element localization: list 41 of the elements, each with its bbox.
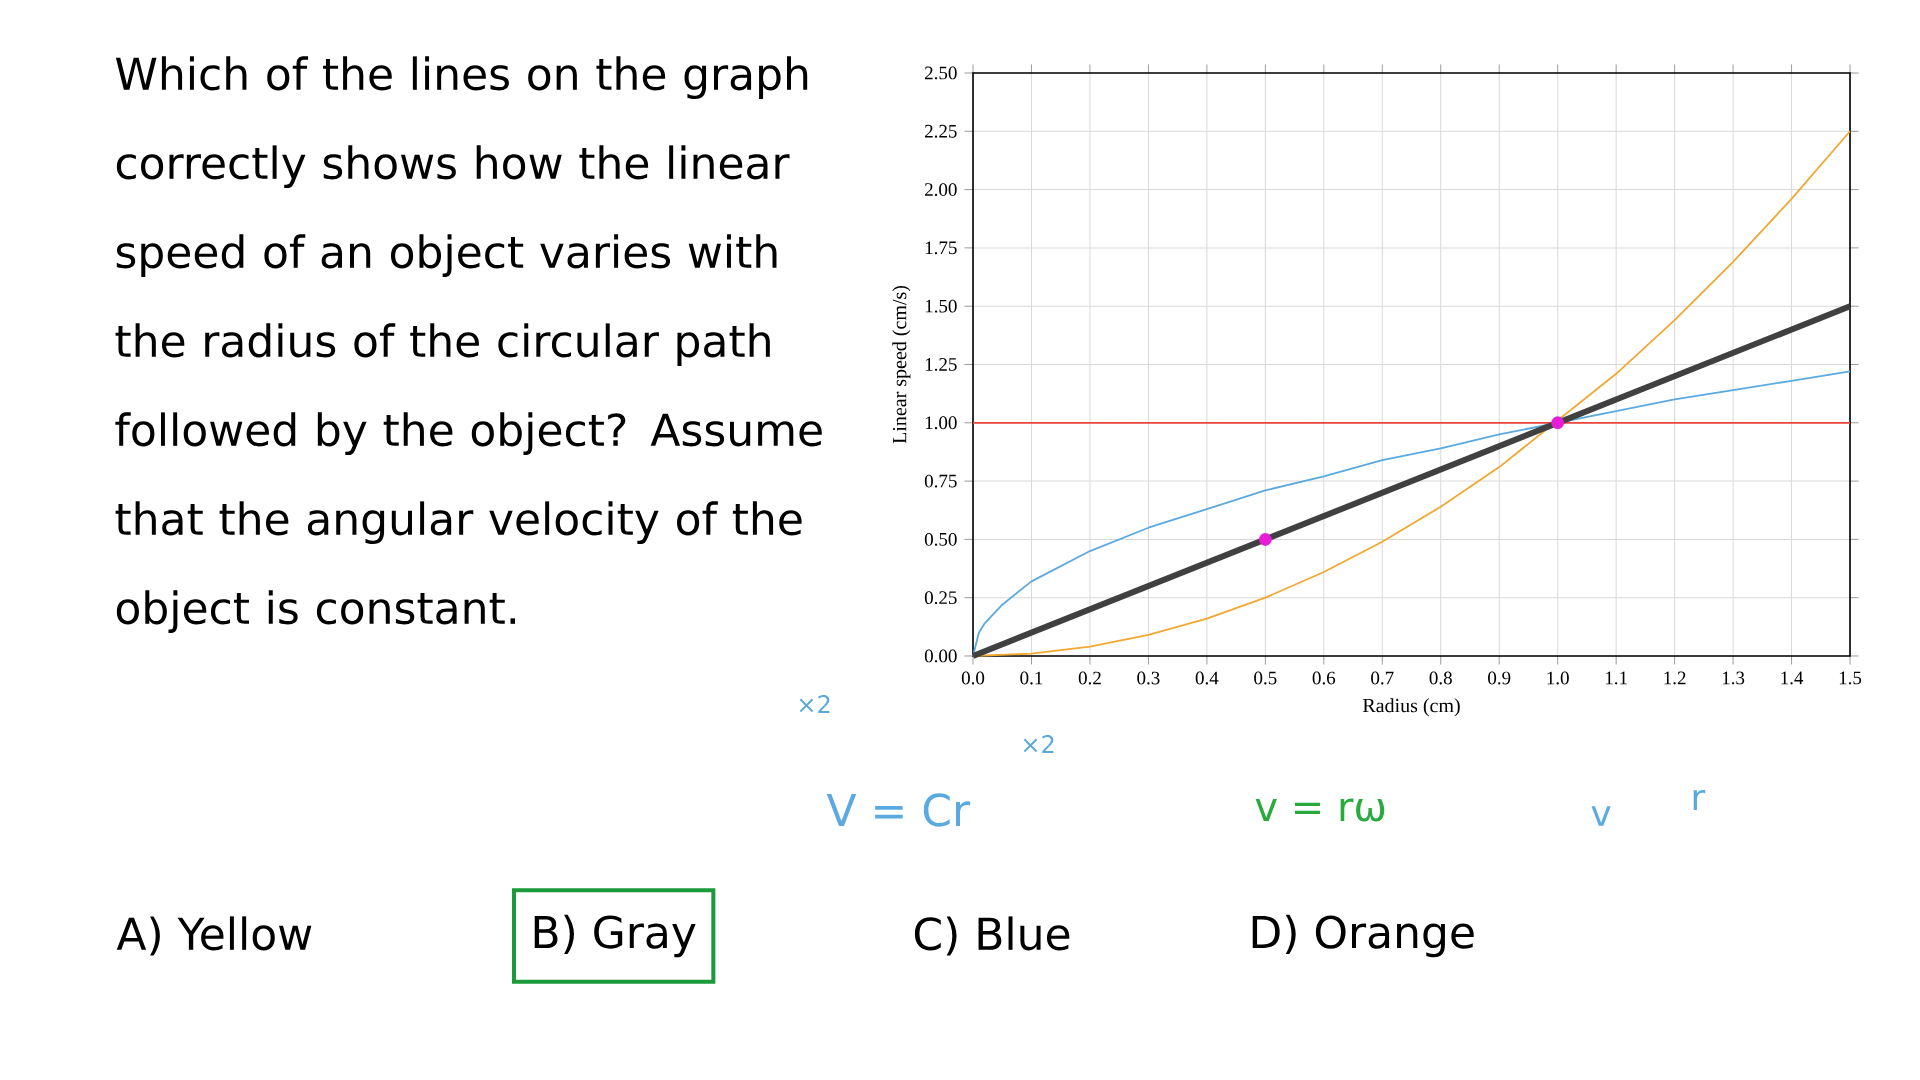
text: v = rω	[1255, 798, 1385, 822]
y-tick-label: 0.00	[924, 649, 957, 663]
x-tick-label: 0.9	[1488, 671, 1511, 685]
x-tick-label: 0.1	[1020, 671, 1043, 685]
x-tick-label: 0.3	[1137, 671, 1160, 685]
x-tick-label: 1.3	[1722, 671, 1745, 685]
x-tick-label: 0.5	[1254, 671, 1277, 685]
x-tick-label: 1.1	[1605, 671, 1627, 685]
text: A) Yellow	[116, 916, 312, 956]
text: ×2	[799, 695, 830, 713]
text: D) Orange	[1252, 914, 1474, 958]
y-tick-label: 1.50	[925, 299, 957, 313]
y-tick-label: 0.75	[924, 474, 957, 488]
y-tick-label: 2.25	[925, 124, 957, 138]
text: ×2	[1023, 735, 1054, 753]
y-tick-label: 2.00	[925, 183, 957, 197]
text: r	[1693, 789, 1706, 811]
x-tick-label: 0.0	[961, 671, 985, 685]
x-tick-label: 0.2	[1078, 671, 1101, 685]
text: B) Gray	[534, 914, 696, 958]
y-tick-label: 1.00	[925, 416, 957, 430]
x-tick-label: 1.0	[1547, 671, 1569, 685]
y-tick-label: 1.25	[925, 358, 957, 371]
x-tick-label: 0.6	[1312, 671, 1336, 685]
y-axis-title: Linear speed (cm/s)	[892, 285, 911, 444]
x-tick-label: 1.5	[1839, 671, 1862, 685]
x-tick-label: 1.4	[1781, 671, 1804, 685]
x-axis-title: Radius (cm)	[1362, 698, 1460, 717]
x-tick-label: 0.7	[1371, 671, 1394, 685]
y-tick-label: 2.50	[925, 66, 957, 80]
text: C) Blue	[914, 916, 1070, 956]
text: V = Cr	[826, 793, 971, 827]
text: v	[1591, 806, 1611, 826]
y-tick-label: 1.75	[925, 241, 957, 255]
y-tick-label: 0.50	[924, 532, 957, 546]
line-series	[972, 370, 1851, 657]
x-tick-label: 0.4	[1195, 671, 1219, 685]
x-tick-label: 1.2	[1664, 671, 1686, 685]
text: Which of the lines on the graph correctly shows how the linear speed of an object varies with the radius of the circular path followed by the object? Assume that the angular velocity of the object is constant.	[115, 56, 822, 633]
x-tick-label: 0.8	[1429, 671, 1452, 685]
y-tick-label: 0.25	[924, 591, 957, 605]
